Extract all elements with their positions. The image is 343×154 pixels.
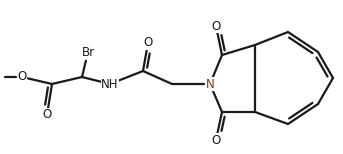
Text: O: O [43,109,52,122]
Text: O: O [211,20,221,32]
Text: O: O [211,134,221,146]
Text: NH: NH [101,77,119,91]
Text: N: N [205,77,214,91]
Text: Br: Br [81,45,95,59]
Text: O: O [17,71,27,83]
Text: O: O [143,36,153,49]
